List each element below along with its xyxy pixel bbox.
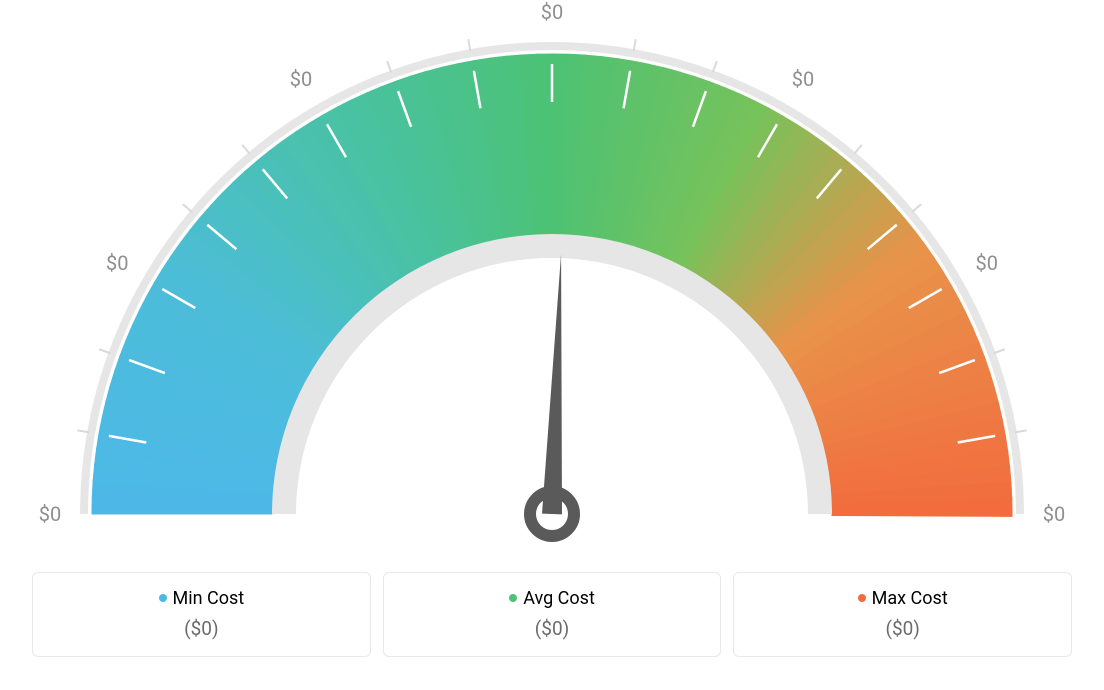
legend-dot-avg	[509, 594, 517, 602]
gauge-tick-label: $0	[290, 67, 312, 91]
legend-title-max: Max Cost	[858, 588, 948, 609]
legend-title-avg: Avg Cost	[509, 588, 595, 609]
legend-label-min: Min Cost	[173, 588, 245, 609]
gauge-svg	[0, 4, 1104, 564]
gauge-tick-label: $0	[792, 67, 814, 91]
legend-row: Min Cost ($0) Avg Cost ($0) Max Cost ($0…	[0, 572, 1104, 657]
legend-card-avg: Avg Cost ($0)	[383, 572, 722, 657]
gauge-tick-label: $0	[106, 251, 128, 275]
legend-value-min: ($0)	[49, 617, 354, 640]
legend-value-max: ($0)	[750, 617, 1055, 640]
legend-title-min: Min Cost	[159, 588, 245, 609]
legend-card-max: Max Cost ($0)	[733, 572, 1072, 657]
legend-value-avg: ($0)	[400, 617, 705, 640]
chart-container: $0 $0 $0 $0 $0 $0 $0 Min Cost ($0) Avg Cost ($…	[0, 0, 1104, 690]
legend-label-avg: Avg Cost	[523, 588, 595, 609]
legend-dot-min	[159, 594, 167, 602]
gauge-wrap: $0$0$0$0$0$0$0	[0, 4, 1104, 564]
gauge-tick-label: $0	[541, 0, 563, 24]
legend-card-min: Min Cost ($0)	[32, 572, 371, 657]
gauge-tick-label: $0	[1043, 502, 1065, 526]
gauge-tick-label: $0	[975, 251, 997, 275]
gauge-tick-label: $0	[39, 502, 61, 526]
legend-dot-max	[858, 594, 866, 602]
legend-label-max: Max Cost	[872, 588, 948, 609]
